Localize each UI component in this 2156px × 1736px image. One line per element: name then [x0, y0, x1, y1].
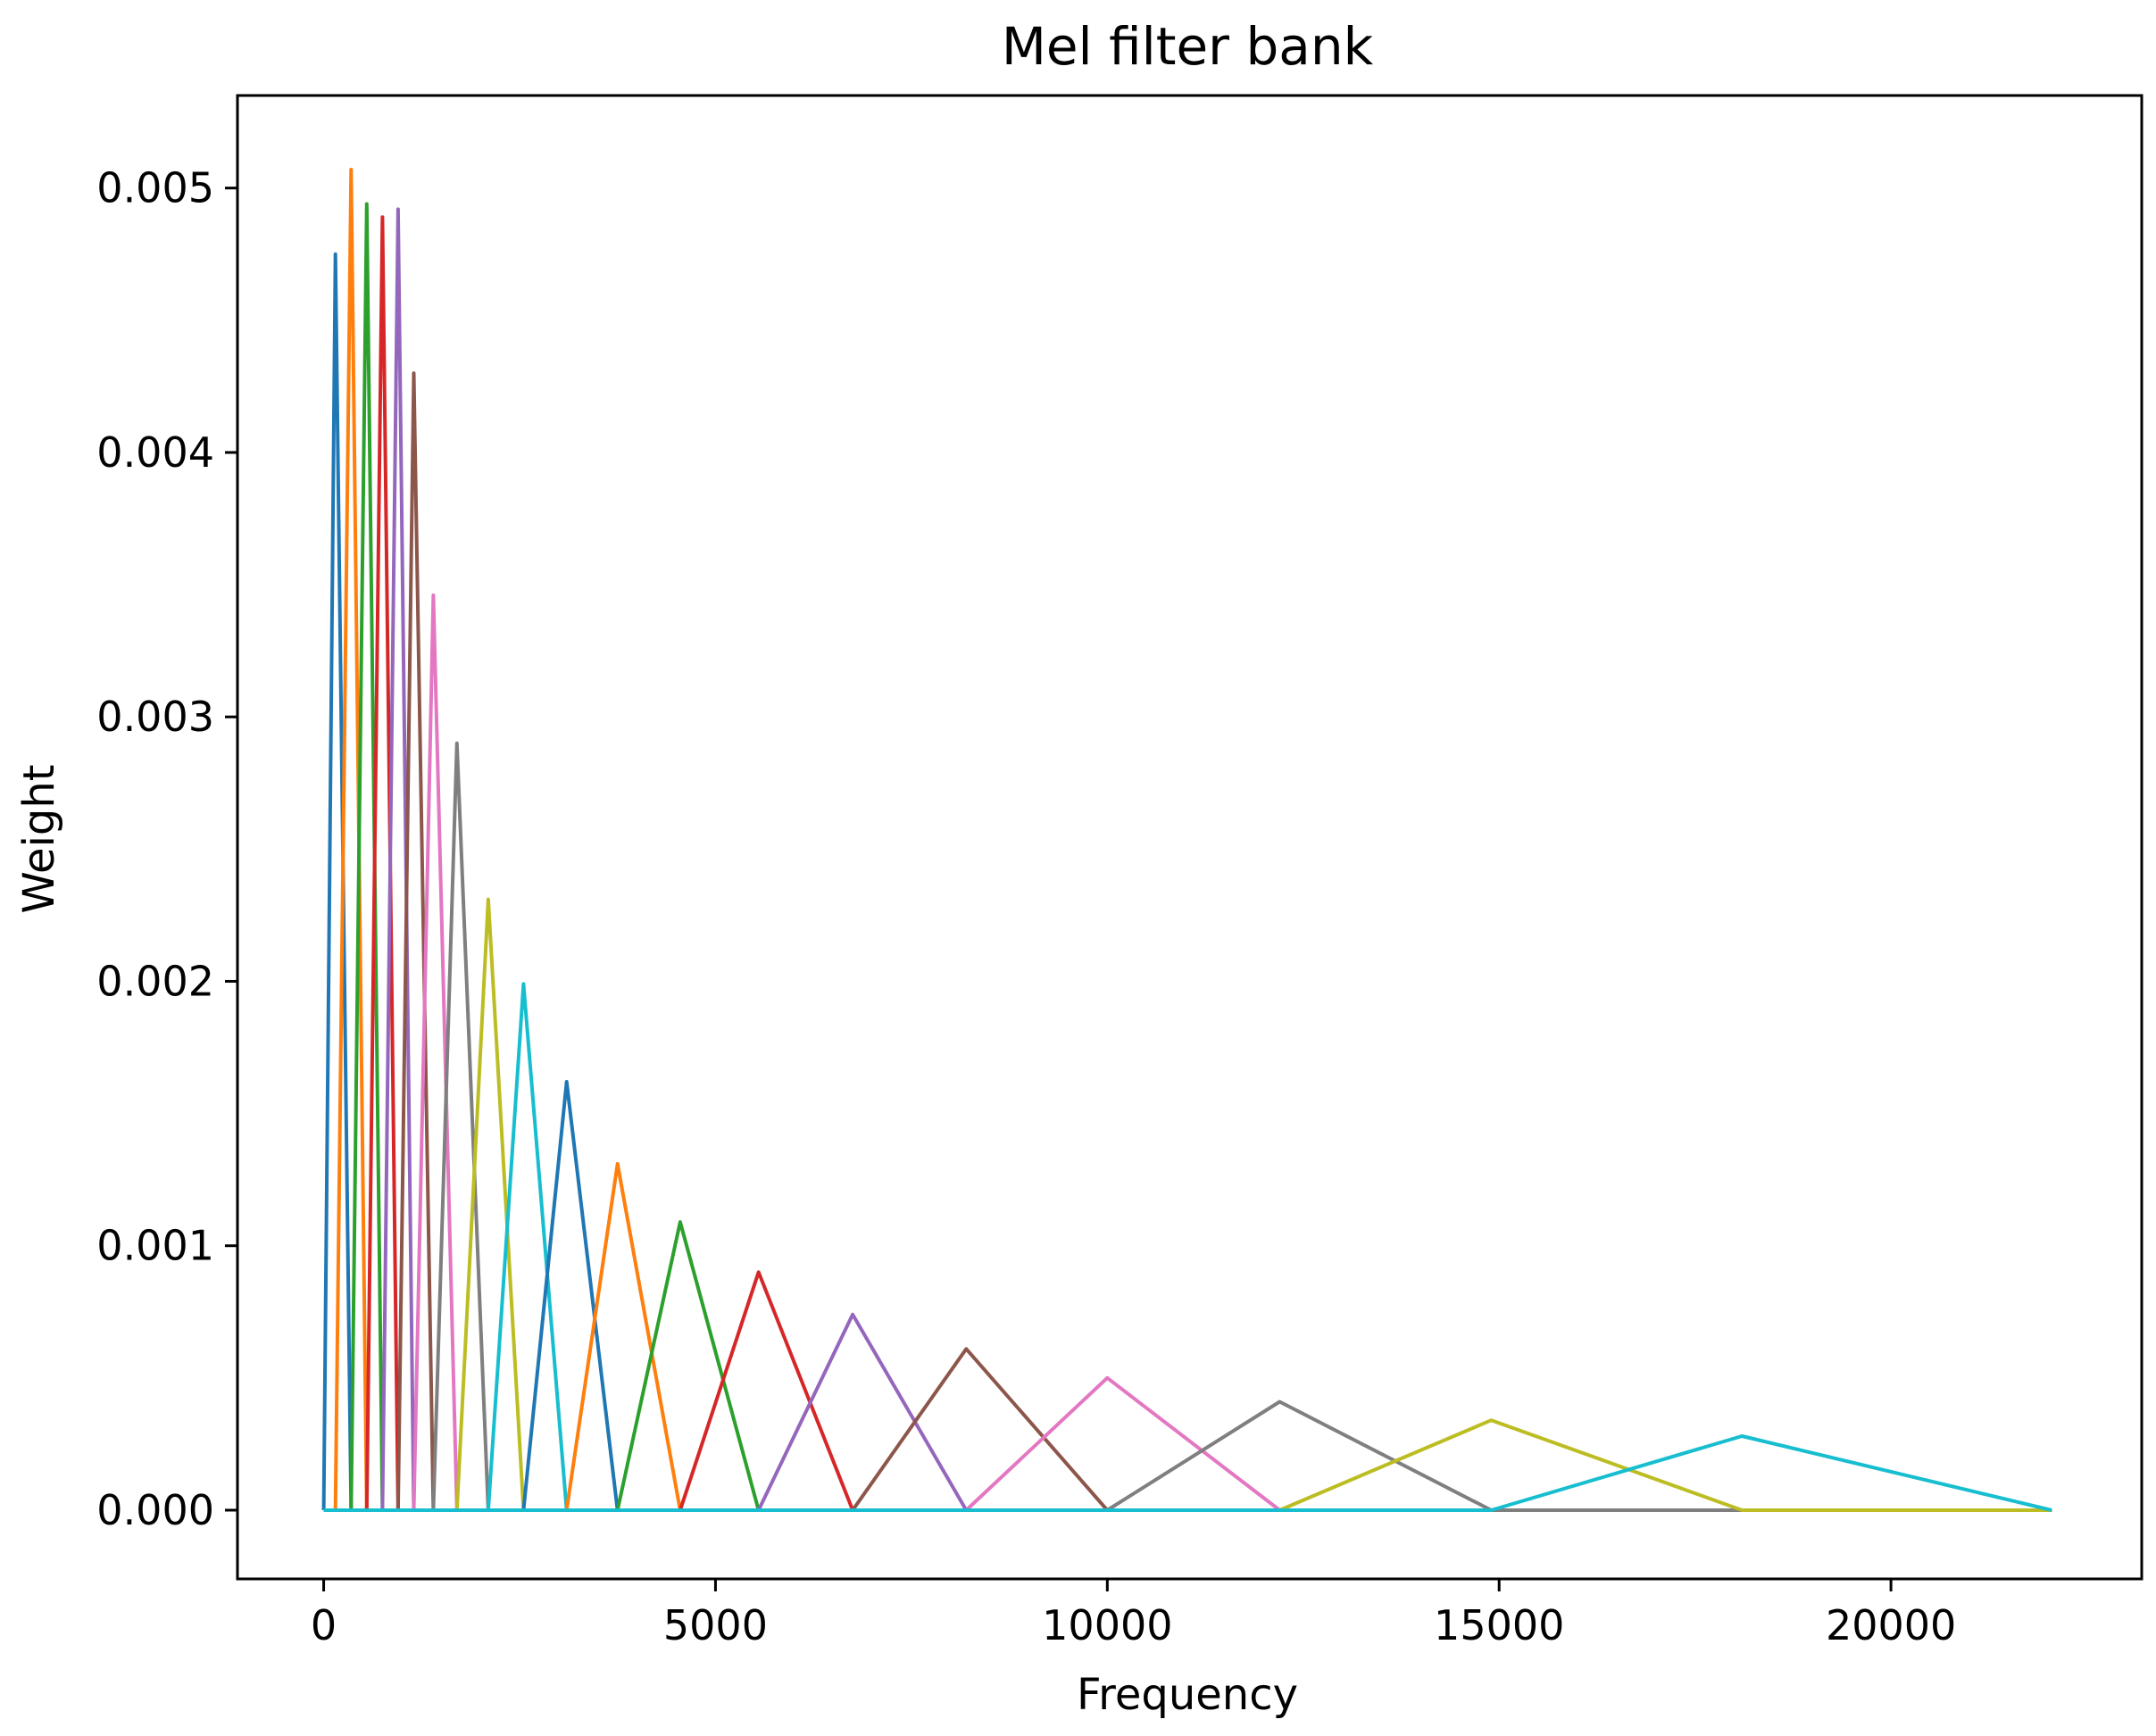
x-tick-label: 15000: [1434, 1601, 1564, 1649]
filter-series-20: [323, 1434, 2052, 1512]
plot-frame: [236, 94, 2144, 1581]
y-tick-label: 0.002: [96, 957, 214, 1005]
y-tick-label: 0.003: [96, 693, 214, 741]
series-layer: [321, 168, 2052, 1512]
x-tick-label: 0: [311, 1601, 337, 1649]
plot-area: 0 5000 10000 15000 20000 0.0000.0010.0020.00…: [96, 94, 2144, 1649]
x-tick-label: 10000: [1042, 1601, 1172, 1649]
y-tick-label: 0.001: [96, 1222, 214, 1270]
x-axis-label: Frequency: [1077, 1670, 1298, 1720]
chart-title: Mel filter bank: [1002, 16, 1374, 77]
x-tick-label: 20000: [1826, 1601, 1956, 1649]
x-axis-ticks: 0 5000 10000 15000 20000: [311, 1579, 1956, 1649]
y-tick-label: 0.004: [96, 428, 214, 477]
x-tick-label: 5000: [663, 1601, 768, 1649]
y-tick-label: 0.005: [96, 164, 214, 212]
y-axis-ticks: 0.000 0.001 0.002 0.003 0.004 0.005: [96, 164, 237, 1534]
y-tick-label: 0.000: [96, 1486, 214, 1534]
y-axis-label: Weight: [14, 764, 64, 913]
